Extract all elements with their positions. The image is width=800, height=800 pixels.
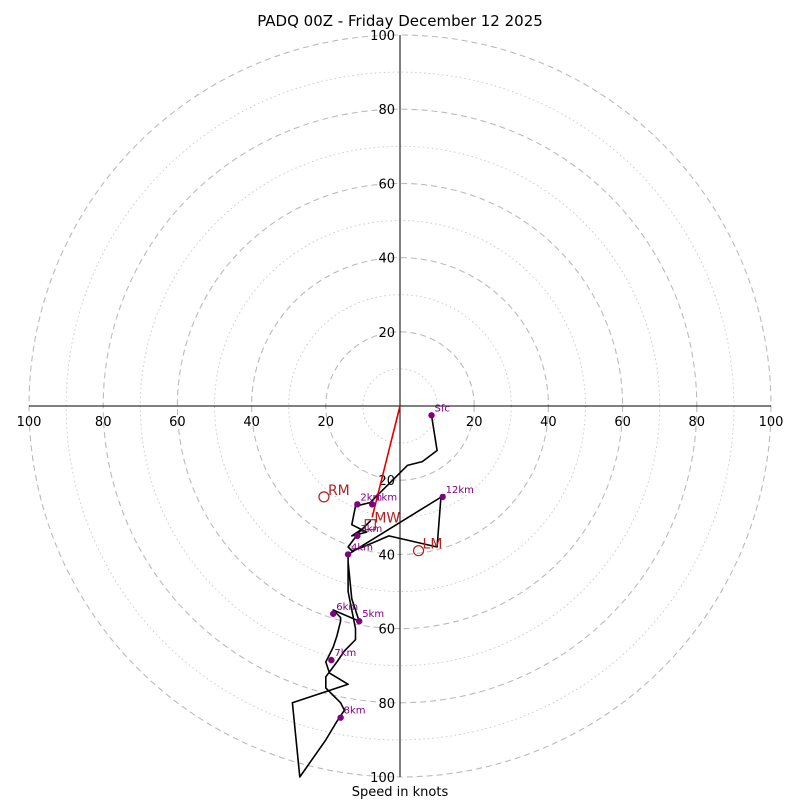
- height-label-sfc: Sfc: [435, 403, 450, 414]
- hodograph-trace-group: [291, 415, 446, 778]
- tick-left-60: 60: [169, 415, 186, 430]
- height-point-6km: [330, 610, 337, 617]
- tick-up-60: 60: [378, 177, 395, 192]
- tick-right-80: 80: [689, 415, 706, 430]
- tick-right-40: 40: [540, 415, 557, 430]
- height-label-7km: 7km: [334, 648, 356, 659]
- hodograph-trace: [291, 415, 446, 778]
- height-point-3km: [354, 532, 361, 540]
- height-label-3km: 3km: [360, 524, 382, 535]
- tick-down-80: 80: [378, 697, 395, 712]
- lm-label: LM: [423, 537, 443, 553]
- storm-motion-group: RM MW LM: [318, 405, 443, 557]
- storm-motion-vector: [371, 405, 401, 518]
- height-label-6km: 6km: [336, 602, 358, 613]
- height-label-2km: 2km: [360, 492, 382, 503]
- height-point-12km: [439, 493, 446, 501]
- height-label-4km: 4km: [351, 542, 373, 553]
- x-axis-label: Speed in knots: [352, 785, 449, 800]
- height-label-12km: 12km: [446, 485, 474, 496]
- tick-left-20: 20: [318, 415, 335, 430]
- height-point-sfc: [428, 412, 435, 419]
- tick-down-60: 60: [378, 623, 395, 638]
- tick-right-20: 20: [466, 415, 483, 430]
- tick-right-100: 100: [759, 415, 784, 430]
- height-label-5km: 5km: [362, 609, 384, 620]
- height-label-1km: 1km: [375, 492, 397, 503]
- mw-marker: [364, 519, 376, 531]
- height-point-5km: [355, 617, 363, 625]
- chart-title: PADQ 00Z - Friday December 12 2025: [257, 12, 543, 30]
- rm-label: RM: [328, 483, 350, 499]
- tick-left-40: 40: [243, 415, 260, 430]
- tick-left-100: 100: [17, 415, 42, 430]
- tick-left-80: 80: [95, 415, 112, 430]
- tick-up-80: 80: [378, 103, 395, 118]
- tick-up-20: 20: [378, 326, 395, 341]
- height-point-2km: [354, 501, 361, 508]
- height-point-8km: [337, 714, 344, 721]
- height-point-4km: [344, 551, 352, 558]
- rm-marker: [318, 491, 330, 503]
- tick-right-60: 60: [614, 415, 631, 430]
- tick-up-100: 100: [370, 29, 395, 44]
- height-point-7km: [328, 656, 335, 664]
- height-label-8km: 8km: [344, 706, 366, 717]
- tick-down-100: 100: [370, 771, 395, 786]
- mw-label: MW: [374, 511, 400, 527]
- tick-down-40: 40: [378, 548, 395, 563]
- lm-marker: [412, 545, 425, 557]
- height-point-1km: [368, 501, 376, 508]
- tick-up-40: 40: [378, 252, 395, 267]
